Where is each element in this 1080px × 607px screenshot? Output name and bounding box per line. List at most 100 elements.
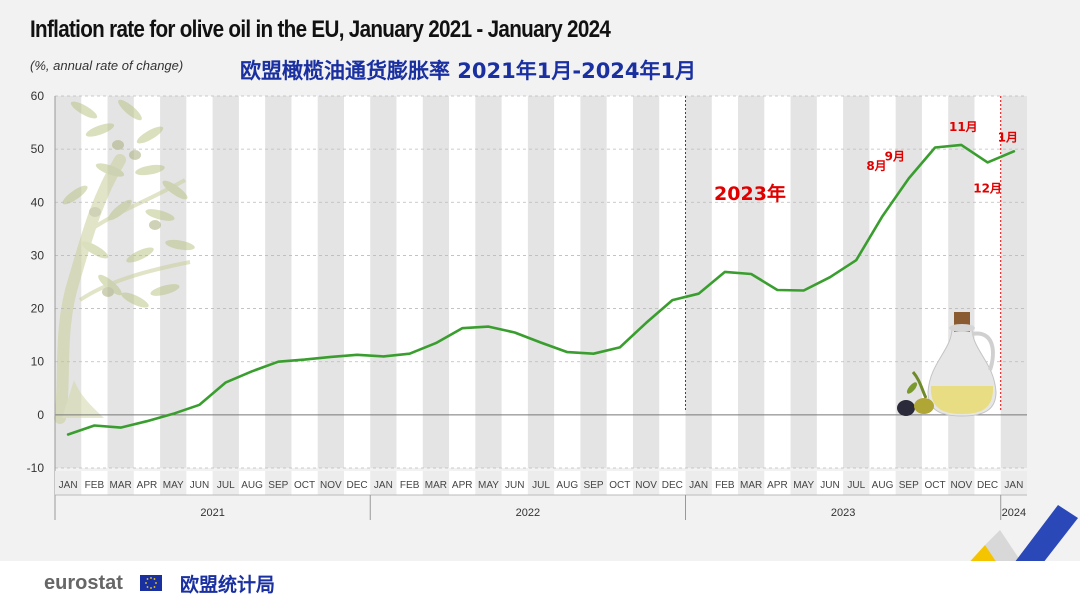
- x-tick-label: MAY: [793, 480, 814, 491]
- eu-flag-icon: [140, 575, 162, 591]
- column-band: [212, 96, 239, 468]
- column-band: [160, 96, 187, 468]
- olive-fruit: [129, 150, 141, 160]
- x-tick-label: DEC: [662, 480, 683, 491]
- olive-tree-branch: [78, 260, 191, 302]
- x-axis-month-cell: [527, 471, 555, 495]
- chart-title: Inflation rate for olive oil in the EU, …: [30, 16, 611, 43]
- x-tick-label: JAN: [374, 480, 393, 491]
- x-tick-label: AUG: [241, 480, 263, 491]
- column-band: [843, 96, 870, 468]
- x-tick-label: JAN: [1004, 480, 1023, 491]
- chart-subtitle: (%, annual rate of change): [30, 58, 184, 73]
- column-band: [422, 96, 450, 468]
- year-label: 2021: [200, 507, 224, 519]
- olive-leaf: [145, 209, 175, 221]
- x-tick-label: JAN: [689, 480, 708, 491]
- olives-icon: [897, 371, 934, 416]
- y-tick-label: -10: [27, 461, 45, 475]
- x-tick-label: FEB: [715, 480, 735, 491]
- olive-stem: [911, 371, 928, 399]
- x-tick-label: DEC: [977, 480, 998, 491]
- x-axis-month-cell: [685, 471, 712, 495]
- olive-leaf: [135, 164, 165, 176]
- olive-leaf: [150, 284, 180, 296]
- month-annotation: 12月: [973, 181, 1002, 195]
- month-annotation: 1月: [998, 130, 1018, 144]
- column-band: [685, 96, 712, 468]
- y-tick-label: 60: [31, 89, 45, 103]
- x-tick-label: MAR: [425, 480, 447, 491]
- month-annotation: 9月: [885, 149, 905, 163]
- y-tick-label: 30: [31, 248, 45, 262]
- x-axis-month-cell: [212, 471, 239, 495]
- olive-leaf: [98, 274, 122, 296]
- x-axis-month-cell: [160, 471, 187, 495]
- year-label: 2024: [1002, 507, 1026, 519]
- x-tick-label: SEP: [899, 480, 919, 491]
- x-tick-label: OCT: [924, 480, 945, 491]
- x-tick-label: JUN: [190, 480, 209, 491]
- y-tick-label: 50: [31, 142, 45, 156]
- x-axis-month-cell: [317, 471, 344, 495]
- column-band: [527, 96, 555, 468]
- olive-oil-bottle-icon: [927, 312, 997, 417]
- x-axis-month-cell: [370, 471, 397, 495]
- olive-fruit: [149, 220, 161, 230]
- x-tick-label: APR: [767, 480, 788, 491]
- x-axis-month-cell: [790, 471, 817, 495]
- x-tick-label: NOV: [320, 480, 342, 491]
- column-band: [738, 96, 765, 468]
- olive-leaf: [162, 180, 188, 200]
- x-tick-label: AUG: [872, 480, 894, 491]
- x-tick-label: SEP: [268, 480, 288, 491]
- x-tick-label: JUL: [847, 480, 865, 491]
- olive-fruit: [102, 287, 114, 297]
- column-band: [475, 96, 502, 468]
- x-tick-label: APR: [137, 480, 158, 491]
- x-tick-label: OCT: [294, 480, 315, 491]
- olive-leaf: [70, 101, 98, 119]
- olive-leaf: [126, 247, 154, 263]
- olive-leaf: [95, 163, 125, 177]
- x-tick-label: MAR: [740, 480, 762, 491]
- x-tick-label: NOV: [950, 480, 972, 491]
- olive-leaf: [81, 241, 109, 259]
- x-tick-label: MAY: [478, 480, 499, 491]
- x-tick-label: JUL: [217, 480, 235, 491]
- eurostat-logo: eurostat: [44, 572, 123, 594]
- column-band: [317, 96, 344, 468]
- year-label: 2023: [831, 507, 855, 519]
- y-tick-label: 20: [31, 302, 45, 316]
- column-band: [632, 96, 660, 468]
- olive-leaf: [136, 126, 164, 144]
- x-axis-month-cell: [895, 471, 922, 495]
- x-axis-month-cell: [107, 471, 134, 495]
- x-axis-month-cell: [580, 471, 607, 495]
- x-tick-label: OCT: [609, 480, 630, 491]
- x-tick-label: NOV: [635, 480, 657, 491]
- bottle-oil: [930, 386, 994, 414]
- year-label: 2022: [516, 507, 540, 519]
- column-band: [1000, 96, 1027, 468]
- olive-fruit: [112, 140, 124, 150]
- column-band: [580, 96, 607, 468]
- bottle-handle: [971, 331, 995, 371]
- chinese-title: 欧盟橄榄油通货膨胀率 2021年1月-2024年1月: [240, 59, 697, 83]
- olive-tree-trunk: [54, 154, 126, 424]
- x-tick-label: DEC: [347, 480, 368, 491]
- inflation-line: [66, 143, 1016, 436]
- x-axis-month-cell: [948, 471, 975, 495]
- year-2023-annotation: 2023年: [714, 182, 786, 205]
- y-tick-label: 40: [31, 195, 45, 209]
- x-axis-month-cell: [738, 471, 765, 495]
- x-axis-month-cell: [265, 471, 292, 495]
- olive-fruit: [89, 207, 101, 217]
- x-axis-month-cell: [475, 471, 502, 495]
- olive-leaf-small: [906, 382, 918, 394]
- x-tick-label: MAR: [110, 480, 132, 491]
- x-tick-label: AUG: [556, 480, 578, 491]
- x-tick-label: FEB: [400, 480, 420, 491]
